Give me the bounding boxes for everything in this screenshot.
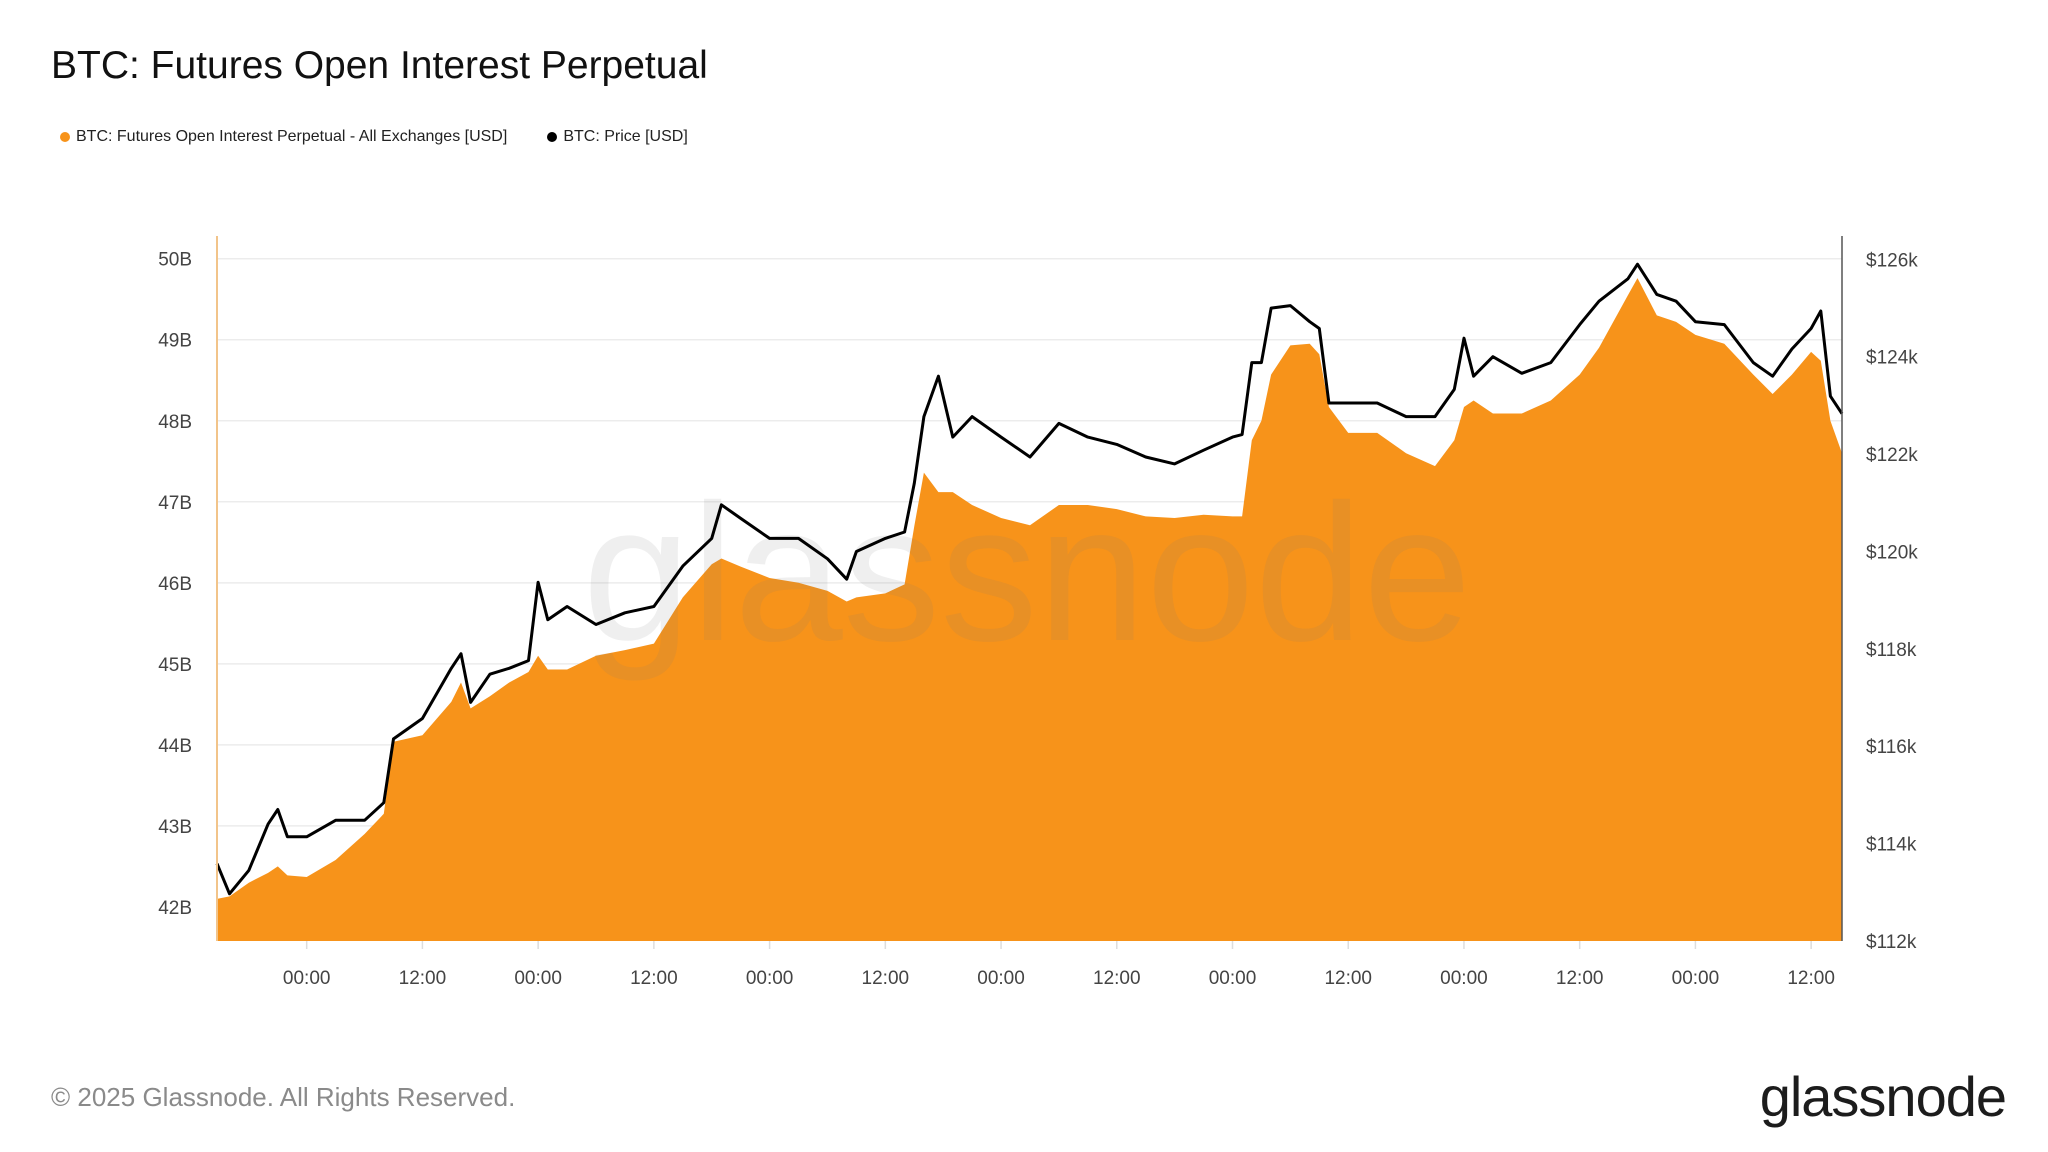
x-axis-tick-label: 12:00 <box>630 968 678 989</box>
x-axis-tick-label: 12:00 <box>1324 968 1372 989</box>
right-axis-tick-label: $116k <box>1866 737 1917 758</box>
legend-item-open-interest[interactable]: BTC: Futures Open Interest Perpetual - A… <box>60 128 507 146</box>
legend: BTC: Futures Open Interest Perpetual - A… <box>60 128 688 146</box>
copyright-footer: © 2025 Glassnode. All Rights Reserved. <box>51 1082 516 1112</box>
x-axis-tick-label: 12:00 <box>399 968 447 989</box>
price-line <box>215 262 1844 896</box>
left-axis-tick-label: 46B <box>158 574 192 595</box>
right-axis-tick-label: $118k <box>1866 640 1917 661</box>
left-axis-tick-label: 47B <box>158 493 192 514</box>
left-axis-tick-label: 45B <box>158 655 192 676</box>
orange-dot-icon <box>60 132 70 142</box>
x-axis-tick-label: 00:00 <box>746 968 794 989</box>
x-axis-tick-label: 00:00 <box>1209 968 1257 989</box>
right-axis-tick-label: $122k <box>1866 445 1918 466</box>
x-axis-tick-label: 12:00 <box>1787 968 1835 989</box>
right-axis-tick-label: $120k <box>1866 542 1918 563</box>
right-axis-tick-label: $126k <box>1866 250 1918 271</box>
open-interest-area <box>217 278 1842 942</box>
right-axis-tick-label: $114k <box>1866 835 1917 856</box>
left-axis-tick-label: 50B <box>158 250 192 271</box>
x-axis-tick-label: 00:00 <box>1440 968 1488 989</box>
chart-title: BTC: Futures Open Interest Perpetual <box>51 44 708 87</box>
right-axis-tick-label: $112k <box>1866 932 1917 953</box>
legend-item-price[interactable]: BTC: Price [USD] <box>547 128 688 146</box>
left-axis-tick-label: 42B <box>158 898 192 919</box>
left-axis-tick-label: 49B <box>158 331 192 352</box>
x-axis-tick-label: 12:00 <box>1556 968 1604 989</box>
glassnode-logo: glassnode <box>1759 1065 2007 1128</box>
legend-label-open-interest: BTC: Futures Open Interest Perpetual - A… <box>76 128 508 145</box>
black-dot-icon <box>547 132 558 142</box>
legend-label-price: BTC: Price [USD] <box>563 128 688 145</box>
watermark: glassnode <box>582 464 1471 682</box>
x-axis-tick-label: 00:00 <box>514 968 562 989</box>
x-axis-tick-label: 12:00 <box>1093 968 1141 989</box>
x-axis-tick-label: 00:00 <box>977 968 1025 989</box>
x-axis-tick-label: 00:00 <box>1672 968 1720 989</box>
left-axis-tick-label: 48B <box>158 412 192 433</box>
right-axis-tick-label: $124k <box>1866 348 1918 369</box>
left-axis-tick-label: 44B <box>158 736 192 757</box>
x-axis-tick-label: 12:00 <box>862 968 910 989</box>
left-axis-tick-label: 43B <box>158 817 192 838</box>
x-axis-tick-label: 00:00 <box>283 968 331 989</box>
